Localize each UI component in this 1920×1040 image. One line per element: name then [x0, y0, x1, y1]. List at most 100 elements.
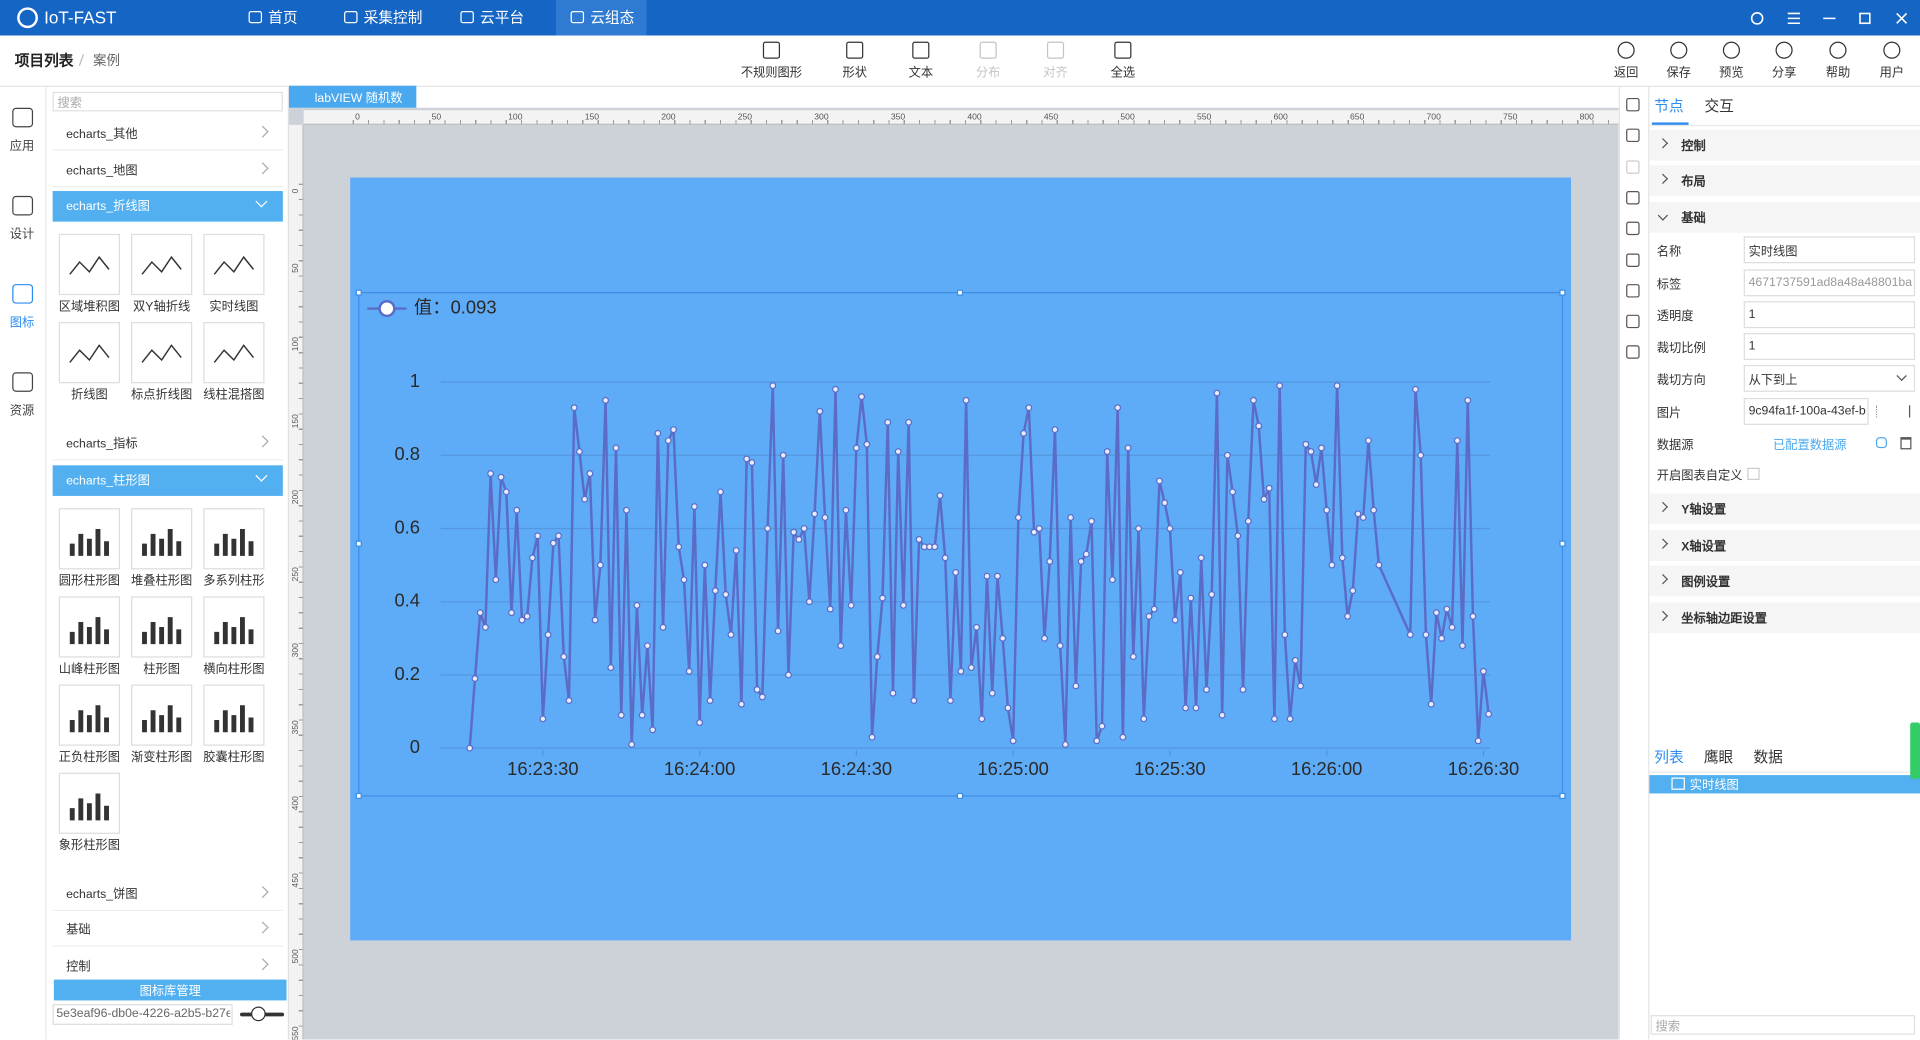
- bottom-tab[interactable]: 鹰眼: [1703, 748, 1734, 766]
- menu-icon[interactable]: [1787, 12, 1801, 25]
- bottom-tab[interactable]: 列表: [1654, 748, 1684, 766]
- section-row[interactable]: [1649, 129, 1920, 161]
- action-label[interactable]: 分享: [1771, 66, 1797, 81]
- group-row[interactable]: [52, 151, 283, 187]
- toolbar-label[interactable]: 全选: [1110, 66, 1136, 81]
- field-input[interactable]: [1743, 269, 1916, 297]
- group-row[interactable]: [52, 425, 283, 461]
- rail-label[interactable]: 图标: [9, 316, 35, 331]
- library-search-box[interactable]: [52, 91, 283, 112]
- action-label[interactable]: 用户: [1879, 66, 1905, 81]
- group-title[interactable]: echarts_地图: [66, 164, 138, 178]
- side-tool[interactable]: [1626, 190, 1640, 205]
- thumbnail[interactable]: [58, 507, 121, 569]
- thumbnail[interactable]: [131, 233, 193, 296]
- thumbnail[interactable]: [131, 683, 193, 746]
- link-icon[interactable]: [1875, 437, 1887, 449]
- datasource-link[interactable]: 已配置数据源: [1773, 438, 1847, 453]
- section-title[interactable]: 控制: [1681, 140, 1706, 154]
- action-icon[interactable]: [1883, 41, 1901, 59]
- section-title[interactable]: 图例设置: [1681, 576, 1731, 590]
- toolbar-icon[interactable]: [846, 41, 864, 59]
- section-row[interactable]: [1649, 165, 1920, 197]
- side-tool[interactable]: [1626, 97, 1640, 112]
- inspector-search-box[interactable]: [1650, 1015, 1916, 1035]
- inspector-tab[interactable]: 节点: [1654, 97, 1684, 115]
- rail-label[interactable]: 资源: [9, 404, 35, 419]
- section-title[interactable]: Y轴设置: [1681, 503, 1727, 518]
- nav-item[interactable]: 首页: [268, 9, 298, 27]
- field-input[interactable]: [1743, 236, 1916, 264]
- section-row[interactable]: [1649, 529, 1920, 561]
- rail-icon[interactable]: [12, 372, 34, 392]
- checkbox[interactable]: [1747, 467, 1760, 481]
- thumbnail[interactable]: [58, 772, 121, 834]
- section-row[interactable]: [1649, 201, 1920, 233]
- action-icon[interactable]: [1829, 41, 1847, 59]
- section-title[interactable]: 坐标轴边距设置: [1681, 612, 1767, 626]
- toolbar-icon[interactable]: [912, 41, 930, 59]
- thumbnail[interactable]: [203, 322, 265, 384]
- delete-icon[interactable]: [1900, 437, 1912, 450]
- toolbar-label[interactable]: 不规则图形: [740, 66, 803, 81]
- thumbnail[interactable]: [203, 683, 265, 746]
- thumbnail[interactable]: [131, 322, 193, 384]
- section-row[interactable]: [1649, 493, 1920, 525]
- inspector-tab[interactable]: 交互: [1704, 97, 1734, 115]
- action-icon[interactable]: [1775, 41, 1793, 59]
- group-header[interactable]: [52, 464, 283, 496]
- bottom-tab[interactable]: 数据: [1753, 748, 1783, 766]
- group-title[interactable]: echarts_饼图: [66, 887, 138, 902]
- group-title[interactable]: echarts_折线图: [66, 200, 150, 214]
- close-icon[interactable]: [1896, 12, 1908, 24]
- canvas-tab[interactable]: [288, 85, 417, 108]
- group-title[interactable]: echarts_指标: [66, 437, 138, 452]
- side-tool[interactable]: [1626, 314, 1640, 329]
- group-row[interactable]: [52, 875, 283, 911]
- thumbnail[interactable]: [58, 683, 121, 746]
- group-row[interactable]: [52, 911, 283, 947]
- field-input[interactable]: [1743, 333, 1916, 361]
- manage-button[interactable]: [53, 979, 287, 1001]
- section-title[interactable]: X轴设置: [1681, 540, 1727, 554]
- nav-item[interactable]: 云平台: [480, 9, 525, 27]
- group-title[interactable]: 控制: [66, 960, 91, 974]
- thumbnail[interactable]: [203, 233, 265, 296]
- thumbnail[interactable]: [58, 233, 121, 296]
- list-label[interactable]: 实时线图: [1689, 779, 1739, 793]
- toolbar-icon[interactable]: [762, 41, 781, 59]
- group-row[interactable]: [52, 115, 283, 151]
- field-input[interactable]: [1743, 301, 1916, 329]
- list-row[interactable]: [1649, 775, 1920, 794]
- thumbnail[interactable]: [58, 595, 121, 657]
- side-tool[interactable]: [1626, 159, 1640, 174]
- toggle-knob[interactable]: [251, 1006, 266, 1022]
- toolbar-icon[interactable]: [1114, 41, 1132, 59]
- group-title[interactable]: 基础: [66, 923, 91, 938]
- nav-item[interactable]: 云组态: [590, 9, 635, 27]
- action-icon[interactable]: [1670, 41, 1688, 59]
- rail-icon[interactable]: [12, 284, 34, 304]
- thumbnail[interactable]: [58, 322, 121, 384]
- toolbar-label[interactable]: 形状: [842, 66, 867, 81]
- id-input[interactable]: [52, 1004, 233, 1025]
- field-input[interactable]: [1743, 397, 1869, 425]
- section-title[interactable]: 布局: [1681, 176, 1706, 190]
- section-row[interactable]: [1649, 601, 1920, 633]
- thumbnail[interactable]: [203, 595, 265, 657]
- maximize-icon[interactable]: [1859, 12, 1871, 25]
- thumbnail[interactable]: [203, 507, 265, 569]
- section-title[interactable]: 基础: [1681, 211, 1706, 226]
- action-icon[interactable]: [1617, 41, 1635, 59]
- rail-label[interactable]: 设计: [9, 228, 35, 242]
- refresh-icon[interactable]: [1750, 12, 1764, 25]
- section-row[interactable]: [1649, 565, 1920, 597]
- side-tool[interactable]: [1626, 283, 1640, 298]
- side-tool[interactable]: [1626, 345, 1640, 360]
- side-tool[interactable]: [1626, 221, 1640, 236]
- action-icon[interactable]: [1722, 41, 1741, 59]
- rail-icon[interactable]: [12, 107, 34, 128]
- group-title[interactable]: echarts_其他: [66, 127, 138, 142]
- image-tools[interactable]: [1875, 405, 1911, 418]
- side-tool[interactable]: [1626, 252, 1640, 267]
